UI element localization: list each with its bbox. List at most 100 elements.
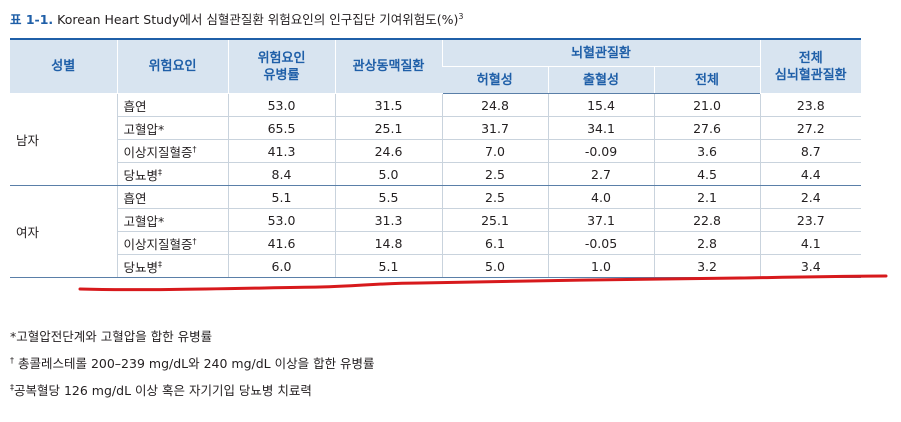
- value-cell: 25.1: [441, 208, 548, 232]
- value-cell: 8.4: [227, 162, 335, 186]
- value-cell: 65.5: [227, 116, 335, 140]
- footnote-mark: †: [10, 356, 14, 366]
- risk-factor-name: 이상지질혈증: [123, 236, 193, 252]
- risk-factor-cell: 흡연: [116, 93, 228, 117]
- value-cell: 3.6: [653, 139, 761, 163]
- header-row-1: 성별 위험요인 위험요인 유병률 관상동맥질환 뇌혈관질환 전체 심뇌혈관질환: [10, 39, 862, 94]
- value-cell: 15.4: [547, 93, 654, 117]
- table-row: 고혈압* 65.5 25.1 31.7 34.1 27.6 27.2: [10, 116, 862, 140]
- risk-factor-footnote-mark: †: [192, 236, 197, 246]
- header-prevalence-line1: 위험요인: [257, 50, 306, 66]
- risk-factor-footnote-mark: ‡: [158, 167, 163, 177]
- value-cell: 41.3: [227, 139, 335, 163]
- value-cell: 4.1: [759, 231, 862, 255]
- footnote-text: 총콜레스테롤 200–239 mg/dL와 240 mg/dL 이상을 합한 유…: [14, 356, 375, 372]
- footnote-text: 공복혈당 126 mg/dL 이상 혹은 자기기입 당뇨병 치료력: [14, 383, 312, 399]
- value-cell: 5.1: [227, 185, 335, 209]
- footnotes: *고혈압전단계와 고혈압을 합한 유병률 † 총콜레스테롤 200–239 mg…: [10, 322, 375, 403]
- value-cell: 37.1: [547, 208, 654, 232]
- value-cell: 6.0: [227, 254, 335, 278]
- value-cell: 53.0: [227, 93, 335, 117]
- value-cell: 25.1: [334, 116, 442, 140]
- table-row: 고혈압* 53.0 31.3 25.1 37.1 22.8 23.7: [10, 208, 862, 232]
- footnote-1: *고혈압전단계와 고혈압을 합한 유병률: [10, 322, 375, 349]
- value-cell: 24.8: [441, 93, 548, 117]
- value-cell: 27.6: [653, 116, 761, 140]
- table-row: 이상지질혈증† 41.3 24.6 7.0 -0.09 3.6 8.7: [10, 139, 862, 163]
- value-cell: 21.0: [653, 93, 761, 117]
- table-body: 남자 흡연 53.0 31.5 24.8 15.4 21.0 23.8 고혈압* 65.5 25.1…: [10, 93, 862, 278]
- header-prevalence-line2: 유병률: [263, 67, 300, 83]
- sex-cell: 남자: [10, 93, 117, 186]
- risk-factor-name: 이상지질혈증: [123, 144, 193, 160]
- value-cell: -0.05: [547, 231, 654, 255]
- value-cell: 31.7: [441, 116, 548, 140]
- value-cell: 23.8: [759, 93, 862, 117]
- caption-label: 표 1-1.: [10, 12, 54, 27]
- value-cell: 4.4: [759, 162, 862, 186]
- value-cell: 2.1: [653, 185, 761, 209]
- value-cell: 5.0: [334, 162, 442, 186]
- risk-factor-name: 흡연: [123, 98, 147, 114]
- risk-factor-cell: 고혈압*: [116, 208, 228, 232]
- header-hemorrhagic: 출혈성: [547, 66, 654, 94]
- header-coronary: 관상동맥질환: [334, 39, 442, 94]
- value-cell: 1.0: [547, 254, 654, 278]
- table-row: 당뇨병‡ 8.4 5.0 2.5 2.7 4.5 4.4: [10, 162, 862, 186]
- header-total-line1: 전체: [798, 50, 823, 66]
- risk-factor-name: 고혈압*: [123, 121, 165, 137]
- value-cell: 23.7: [759, 208, 862, 232]
- risk-factor-cell: 흡연: [116, 185, 228, 209]
- risk-factor-table: 성별 위험요인 위험요인 유병률 관상동맥질환 뇌혈관질환 전체 심뇌혈관질환 허혈…: [10, 38, 862, 278]
- value-cell: 5.1: [334, 254, 442, 278]
- header-cerebro-total: 전체: [653, 66, 761, 94]
- value-cell: 2.7: [547, 162, 654, 186]
- value-cell: 2.5: [441, 162, 548, 186]
- caption-text: Korean Heart Study에서 심혈관질환 위험요인의 인구집단 기여…: [53, 12, 459, 27]
- risk-factor-cell: 이상지질혈증†: [116, 231, 228, 255]
- value-cell: 22.8: [653, 208, 761, 232]
- caption-reference: 3: [458, 11, 464, 21]
- value-cell: 5.0: [441, 254, 548, 278]
- value-cell: 2.5: [441, 185, 548, 209]
- risk-factor-footnote-mark: †: [192, 144, 197, 154]
- value-cell: 24.6: [334, 139, 442, 163]
- value-cell: 4.5: [653, 162, 761, 186]
- risk-factor-name: 흡연: [123, 190, 147, 206]
- value-cell: 27.2: [759, 116, 862, 140]
- footnote-text: *고혈압전단계와 고혈압을 합한 유병률: [10, 329, 213, 345]
- value-cell: 6.1: [441, 231, 548, 255]
- header-row-2: 허혈성 출혈성 전체: [10, 66, 861, 94]
- risk-factor-cell: 고혈압*: [116, 116, 228, 140]
- table-row: 여자 흡연 5.1 5.5 2.5 4.0 2.1 2.4: [10, 185, 862, 278]
- value-cell: -0.09: [547, 139, 654, 163]
- value-cell: 31.3: [334, 208, 442, 232]
- header-sex: 성별: [10, 39, 117, 94]
- value-cell: 7.0: [441, 139, 548, 163]
- footnote-mark: ‡: [10, 383, 14, 393]
- header-ischemic: 허혈성: [442, 66, 548, 94]
- risk-factor-footnote-mark: ‡: [158, 259, 163, 269]
- value-cell: 5.5: [334, 185, 442, 209]
- header-risk-factor: 위험요인: [116, 39, 228, 94]
- value-cell: 34.1: [547, 116, 654, 140]
- red-underline-stroke: [78, 274, 888, 292]
- sex-cell: 여자: [10, 185, 117, 278]
- value-cell: 2.4: [759, 185, 862, 209]
- value-cell: 14.8: [334, 231, 442, 255]
- header-cerebrovascular: 뇌혈관질환: [441, 39, 761, 67]
- risk-factor-cell: 당뇨병‡: [116, 162, 228, 186]
- value-cell: 4.0: [547, 185, 654, 209]
- value-cell: 41.6: [227, 231, 335, 255]
- footnote-2: † 총콜레스테롤 200–239 mg/dL와 240 mg/dL 이상을 합한…: [10, 349, 375, 376]
- table-row: 이상지질혈증† 41.6 14.8 6.1 -0.05 2.8 4.1: [10, 231, 862, 255]
- value-cell: 8.7: [759, 139, 862, 163]
- value-cell: 2.8: [653, 231, 761, 255]
- header-prevalence: 위험요인 유병률: [227, 39, 335, 94]
- table-row: 남자 흡연 53.0 31.5 24.8 15.4 21.0 23.8: [10, 93, 862, 186]
- header-total-cvd: 전체 심뇌혈관질환: [759, 39, 862, 94]
- value-cell: 31.5: [334, 93, 442, 117]
- header-total-line2: 심뇌혈관질환: [774, 67, 847, 83]
- risk-factor-cell: 이상지질혈증†: [116, 139, 228, 163]
- value-cell: 53.0: [227, 208, 335, 232]
